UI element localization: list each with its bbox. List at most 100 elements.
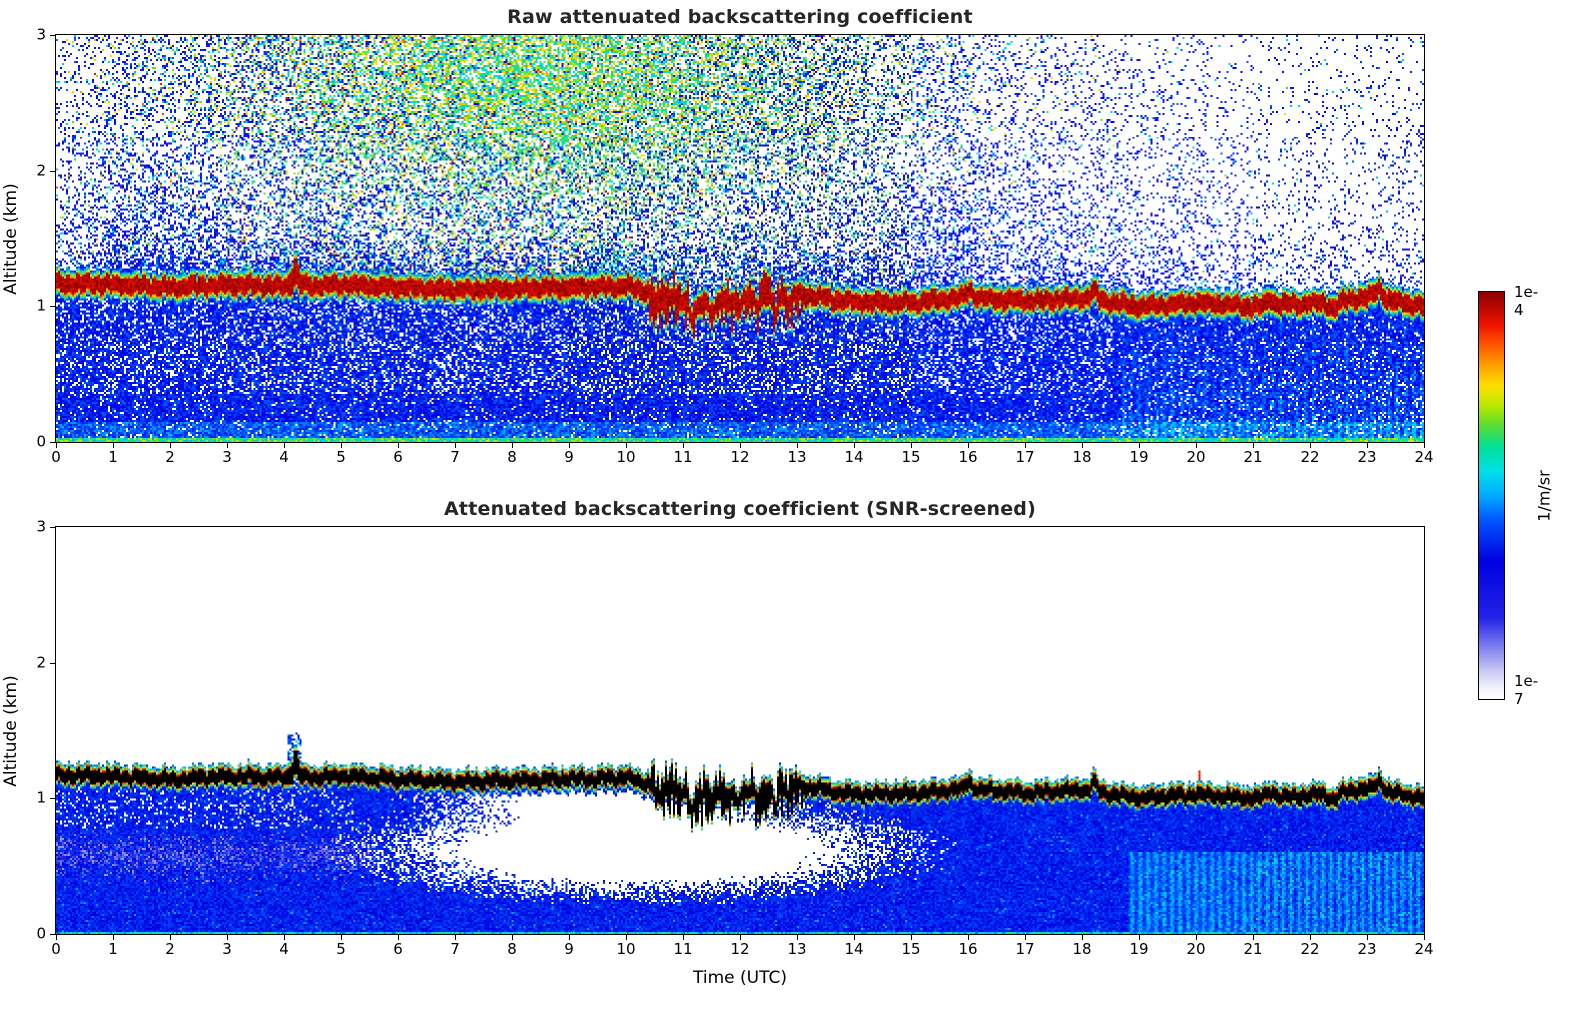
y-tick-mark — [50, 306, 56, 308]
x-tick-label: 0 — [51, 940, 61, 958]
x-tick-label: 7 — [450, 448, 460, 466]
x-tick-label: 21 — [1243, 940, 1263, 958]
x-tick-label: 0 — [51, 448, 61, 466]
x-tick-label: 21 — [1243, 448, 1263, 466]
x-tick-mark — [626, 934, 627, 940]
x-tick-mark — [740, 442, 741, 448]
x-tick-label: 16 — [958, 448, 978, 466]
x-tick-label: 1 — [108, 448, 118, 466]
panel-raw: Raw attenuated backscattering coefficien… — [1, 6, 1434, 465]
x-tick-mark — [1310, 934, 1311, 940]
x-tick-mark — [284, 934, 285, 940]
y-tick-label: 2 — [36, 161, 46, 180]
x-tick-mark — [227, 442, 228, 448]
x-tick-mark — [854, 442, 855, 448]
x-tick-label: 20 — [1186, 940, 1206, 958]
y-tick-mark — [50, 662, 56, 664]
x-tick-mark — [341, 934, 342, 940]
x-tick-mark — [569, 442, 570, 448]
x-tick-label: 17 — [1015, 940, 1035, 958]
x-tick-mark — [968, 442, 969, 448]
screened-heatmap-canvas — [56, 527, 1424, 934]
x-tick-mark — [1196, 442, 1197, 448]
x-tick-mark — [455, 934, 456, 940]
x-tick-label: 22 — [1300, 448, 1320, 466]
x-tick-mark — [227, 934, 228, 940]
x-tick-mark — [740, 934, 741, 940]
x-tick-mark — [911, 934, 912, 940]
x-tick-label: 23 — [1357, 448, 1377, 466]
panel-screened-title: Attenuated backscattering coefficient (S… — [444, 498, 1036, 520]
x-tick-mark — [683, 442, 684, 448]
x-tick-label: 8 — [507, 448, 517, 466]
x-tick-label: 4 — [279, 940, 289, 958]
y-tick-label: 3 — [36, 25, 46, 44]
x-tick-label: 13 — [787, 940, 807, 958]
x-tick-label: 5 — [336, 448, 346, 466]
x-tick-mark — [341, 442, 342, 448]
x-tick-label: 6 — [393, 448, 403, 466]
x-tick-label: 15 — [901, 448, 921, 466]
x-axis-label: Time (UTC) — [693, 968, 787, 988]
x-tick-label: 18 — [1072, 940, 1092, 958]
x-tick-mark — [1139, 934, 1140, 940]
y-tick-label: 3 — [36, 517, 46, 536]
x-tick-label: 2 — [165, 448, 175, 466]
x-tick-label: 24 — [1414, 940, 1434, 958]
x-tick-label: 14 — [844, 448, 864, 466]
x-tick-mark — [1139, 442, 1140, 448]
colorbar-max-label: 1e-4 — [1514, 283, 1539, 319]
panel-screened-plot-area: 0 1 2 3 4 5 6 7 8 9 10 11 12 13 14 15 16 17 18 19 20 21 22 23 24… — [36, 519, 1433, 957]
x-tick-label: 10 — [616, 940, 636, 958]
x-tick-mark — [968, 934, 969, 940]
colorbar-unit-label: 1/m/sr — [1534, 469, 1554, 522]
colorbar-min-label: 1e-7 — [1514, 672, 1539, 708]
y-tick-label: 2 — [36, 653, 46, 672]
x-tick-label: 15 — [901, 940, 921, 958]
y-tick-mark — [50, 35, 56, 36]
x-tick-mark — [797, 442, 798, 448]
x-tick-mark — [683, 934, 684, 940]
x-tick-mark — [284, 442, 285, 448]
x-tick-mark — [56, 934, 57, 940]
x-tick-label: 19 — [1129, 448, 1149, 466]
x-tick-label: 24 — [1414, 448, 1434, 466]
x-tick-mark — [170, 934, 171, 940]
x-tick-label: 11 — [673, 448, 693, 466]
panel-raw-title: Raw attenuated backscattering coefficien… — [507, 6, 973, 28]
x-tick-mark — [1367, 934, 1368, 940]
x-tick-mark — [455, 442, 456, 448]
y-tick-label: 1 — [36, 788, 46, 807]
x-tick-label: 3 — [222, 940, 232, 958]
x-tick-mark — [113, 442, 114, 448]
x-tick-label: 17 — [1015, 448, 1035, 466]
x-tick-label: 9 — [564, 448, 574, 466]
y-tick-mark — [50, 798, 56, 800]
x-tick-label: 10 — [616, 448, 636, 466]
x-tick-mark — [398, 934, 399, 940]
x-tick-label: 13 — [787, 448, 807, 466]
panel-raw-ylabel: Altitude (km) — [1, 182, 21, 295]
x-tick-mark — [1310, 442, 1311, 448]
y-tick-mark — [50, 934, 56, 935]
x-tick-mark — [854, 934, 855, 940]
x-tick-mark — [170, 442, 171, 448]
x-tick-mark — [1253, 442, 1254, 448]
x-tick-mark — [1367, 442, 1368, 448]
x-tick-label: 3 — [222, 448, 232, 466]
x-tick-label: 9 — [564, 940, 574, 958]
x-tick-mark — [911, 442, 912, 448]
x-tick-mark — [56, 442, 57, 448]
x-tick-mark — [1082, 442, 1083, 448]
x-tick-label: 12 — [730, 940, 750, 958]
x-tick-label: 19 — [1129, 940, 1149, 958]
y-tick-mark — [50, 527, 56, 528]
x-tick-mark — [1082, 934, 1083, 940]
x-tick-mark — [512, 442, 513, 448]
x-tick-label: 23 — [1357, 940, 1377, 958]
x-tick-label: 5 — [336, 940, 346, 958]
x-tick-label: 20 — [1186, 448, 1206, 466]
x-tick-label: 14 — [844, 940, 864, 958]
x-tick-label: 22 — [1300, 940, 1320, 958]
x-tick-mark — [512, 934, 513, 940]
